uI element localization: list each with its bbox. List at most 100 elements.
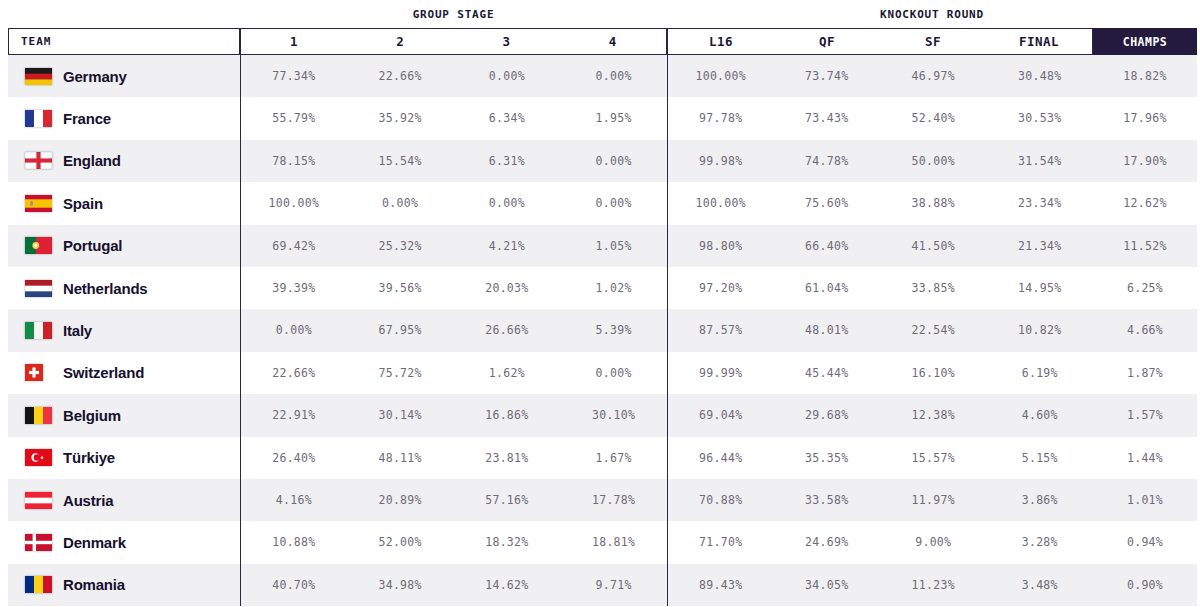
flag-it-icon xyxy=(25,322,52,339)
value-cell-champs: 6.25% xyxy=(1093,267,1197,309)
flag-ch-icon xyxy=(25,364,52,381)
value-cell-4: 17.78% xyxy=(560,479,667,521)
value-cell-champs: 0.90% xyxy=(1093,564,1197,606)
value-cell-3: 16.86% xyxy=(454,394,561,436)
value-cell-2: 20.89% xyxy=(347,479,454,521)
value-cell-qf: 45.44% xyxy=(774,352,881,394)
value-cell-champs: 1.44% xyxy=(1093,437,1197,479)
value-cell-3: 57.16% xyxy=(454,479,561,521)
team-cell: England xyxy=(8,140,240,182)
flag-pt-icon xyxy=(25,237,52,254)
column-header-4: 4 xyxy=(560,29,666,54)
value-cell-l16: 69.04% xyxy=(667,394,774,436)
team-cell: Germany xyxy=(8,55,240,97)
value-cell-l16: 87.57% xyxy=(667,309,774,351)
value-cell-2: 15.54% xyxy=(347,140,454,182)
flag-en-icon xyxy=(25,152,52,169)
value-cell-champs: 0.94% xyxy=(1093,521,1197,563)
value-cell-final: 23.34% xyxy=(987,182,1094,224)
team-cell: Italy xyxy=(8,309,240,351)
value-cell-champs: 17.90% xyxy=(1093,140,1197,182)
value-cell-l16: 98.80% xyxy=(667,225,774,267)
value-cell-1: 26.40% xyxy=(240,437,347,479)
team-name: Belgium xyxy=(63,407,121,424)
value-cell-4: 0.00% xyxy=(560,140,667,182)
value-cell-2: 48.11% xyxy=(347,437,454,479)
value-cell-champs: 1.01% xyxy=(1093,479,1197,521)
team-column-header: TEAM xyxy=(8,28,240,55)
value-cell-2: 34.98% xyxy=(347,564,454,606)
value-cell-1: 40.70% xyxy=(240,564,347,606)
team-name: England xyxy=(63,152,121,169)
team-name: Germany xyxy=(63,68,127,85)
value-cell-4: 5.39% xyxy=(560,309,667,351)
value-cell-final: 3.48% xyxy=(987,564,1094,606)
value-cell-final: 30.53% xyxy=(987,97,1094,139)
table-row: Romania 40.70%34.98%14.62%9.71%89.43%34.… xyxy=(8,564,1197,606)
value-cell-4: 1.95% xyxy=(560,97,667,139)
column-group-headings: GROUP STAGE KNOCKOUT ROUND xyxy=(8,5,1197,28)
value-cell-4: 18.81% xyxy=(560,521,667,563)
value-cell-2: 22.66% xyxy=(347,55,454,97)
value-cell-1: 10.88% xyxy=(240,521,347,563)
value-cell-3: 18.32% xyxy=(454,521,561,563)
knockout-round-heading: KNOCKOUT ROUND xyxy=(667,8,1197,21)
value-cell-l16: 71.70% xyxy=(667,521,774,563)
value-cell-champs: 4.66% xyxy=(1093,309,1197,351)
value-cell-2: 30.14% xyxy=(347,394,454,436)
value-cell-2: 0.00% xyxy=(347,182,454,224)
column-header-sf: SF xyxy=(880,29,986,54)
table-row: Austria 4.16%20.89%57.16%17.78%70.88%33.… xyxy=(8,479,1197,521)
table-row: Spain 100.00%0.00%0.00%0.00%100.00%75.60… xyxy=(8,182,1197,224)
value-cell-4: 0.00% xyxy=(560,352,667,394)
team-name: Spain xyxy=(63,195,103,212)
value-cell-3: 4.21% xyxy=(454,225,561,267)
value-cell-4: 0.00% xyxy=(560,182,667,224)
team-name: France xyxy=(63,110,111,127)
flag-fr-icon xyxy=(25,110,52,127)
value-cell-sf: 41.50% xyxy=(880,225,987,267)
table: GROUP STAGE KNOCKOUT ROUND TEAM 1 2 3 4 … xyxy=(8,5,1197,606)
value-cell-final: 30.48% xyxy=(987,55,1094,97)
value-cell-l16: 99.99% xyxy=(667,352,774,394)
value-cell-2: 25.32% xyxy=(347,225,454,267)
value-cell-qf: 33.58% xyxy=(774,479,881,521)
value-cell-sf: 38.88% xyxy=(880,182,987,224)
value-cell-1: 100.00% xyxy=(240,182,347,224)
value-cell-sf: 50.00% xyxy=(880,140,987,182)
value-cell-3: 14.62% xyxy=(454,564,561,606)
value-cell-4: 9.71% xyxy=(560,564,667,606)
value-cell-1: 78.15% xyxy=(240,140,347,182)
flag-nl-icon xyxy=(25,280,52,297)
value-cell-3: 0.00% xyxy=(454,55,561,97)
value-cell-qf: 66.40% xyxy=(774,225,881,267)
value-cell-l16: 89.43% xyxy=(667,564,774,606)
flag-be-icon xyxy=(25,407,52,424)
value-cell-champs: 17.96% xyxy=(1093,97,1197,139)
value-cell-qf: 61.04% xyxy=(774,267,881,309)
table-row: Denmark 10.88%52.00%18.32%18.81%71.70%24… xyxy=(8,521,1197,563)
value-cell-l16: 99.98% xyxy=(667,140,774,182)
knockout-column-headers: L16 QF SF FINAL xyxy=(667,28,1093,55)
value-cell-sf: 15.57% xyxy=(880,437,987,479)
group-stage-column-headers: 1 2 3 4 xyxy=(240,28,667,55)
team-cell: Switzerland xyxy=(8,352,240,394)
value-cell-champs: 1.57% xyxy=(1093,394,1197,436)
value-cell-l16: 70.88% xyxy=(667,479,774,521)
group-stage-heading: GROUP STAGE xyxy=(240,8,667,21)
team-name: Italy xyxy=(63,322,92,339)
value-cell-1: 0.00% xyxy=(240,309,347,351)
table-row: Belgium 22.91%30.14%16.86%30.10%69.04%29… xyxy=(8,394,1197,436)
team-cell: Romania xyxy=(8,564,240,606)
value-cell-3: 0.00% xyxy=(454,182,561,224)
flag-at-icon xyxy=(25,492,52,509)
value-cell-l16: 100.00% xyxy=(667,182,774,224)
value-cell-final: 4.60% xyxy=(987,394,1094,436)
team-cell: Türkiye xyxy=(8,437,240,479)
value-cell-1: 22.66% xyxy=(240,352,347,394)
team-name: Portugal xyxy=(63,237,122,254)
table-row: Switzerland 22.66%75.72%1.62%0.00%99.99%… xyxy=(8,352,1197,394)
value-cell-sf: 46.97% xyxy=(880,55,987,97)
value-cell-sf: 22.54% xyxy=(880,309,987,351)
table-row: Portugal 69.42%25.32%4.21%1.05%98.80%66.… xyxy=(8,225,1197,267)
